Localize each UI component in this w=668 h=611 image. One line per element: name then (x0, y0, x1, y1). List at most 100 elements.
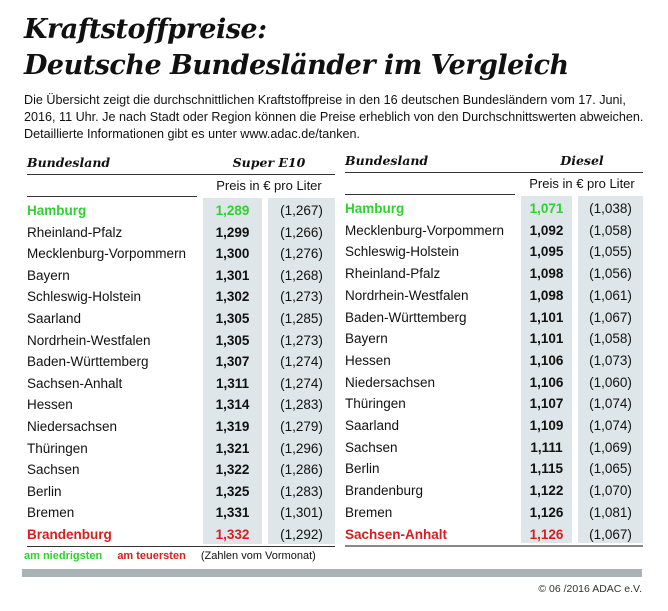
price-value: 1,122 (529, 483, 564, 499)
table-row: Mecklenburg-Vorpommern 1,300 (1,276) (27, 243, 335, 264)
previous-month-price: (1,061) (589, 287, 632, 303)
price-value: 1,071 (529, 201, 564, 216)
price-value: 1,289 (215, 203, 250, 218)
previous-month-price: (1,070) (589, 483, 632, 499)
previous-month-price: (1,296) (280, 440, 323, 456)
column-header-bundesland: Bundesland (27, 155, 111, 170)
table-row: Mecklenburg-Vorpommern 1,092 (1,058) (345, 220, 643, 241)
price-value: 1,109 (529, 418, 564, 433)
table-row: Niedersachsen 1,319 (1,279) (27, 416, 335, 437)
previous-month-price: (1,274) (280, 375, 323, 391)
subheader-rule-left (345, 194, 515, 195)
table-row: Hessen 1,314 (1,283) (27, 394, 335, 415)
legend-lowest: am niedrigsten (24, 550, 103, 562)
state-name: Brandenburg (27, 527, 112, 542)
price-value: 1,319 (215, 419, 250, 434)
state-name: Hamburg (27, 203, 87, 218)
previous-month-price: (1,055) (589, 244, 632, 260)
legend-highest: am teuersten (117, 550, 186, 562)
unit-label: Preis in € pro Liter (529, 176, 635, 191)
state-name: Sachsen (345, 439, 398, 455)
previous-month-price: (1,074) (589, 418, 632, 433)
table-row: Sachsen 1,111 (1,069) (345, 437, 643, 458)
price-value: 1,305 (215, 332, 250, 348)
previous-month-price: (1,065) (589, 461, 632, 477)
state-name: Baden-Württemberg (27, 354, 149, 370)
price-value: 1,321 (215, 440, 250, 456)
previous-month-price: (1,038) (589, 201, 632, 216)
price-value: 1,299 (215, 224, 250, 240)
state-name: Nordrhein-Westfalen (345, 287, 469, 303)
previous-month-price: (1,058) (589, 222, 632, 238)
table-row: Berlin 1,115 (1,065) (345, 458, 643, 479)
price-value: 1,332 (215, 527, 250, 542)
price-value: 1,325 (215, 483, 250, 499)
state-name: Sachsen (27, 462, 80, 478)
table-row: Hamburg 1,071 (1,038) (345, 198, 643, 219)
state-name: Thüringen (27, 440, 88, 456)
title-line-2: Deutsche Bundesländer im Vergleich (24, 50, 569, 81)
table-row: Sachsen-Anhalt 1,126 (1,067) (345, 524, 643, 545)
table-row: Thüringen 1,107 (1,074) (345, 393, 643, 414)
previous-month-price: (1,286) (280, 462, 323, 478)
price-value: 1,115 (529, 461, 564, 477)
price-value: 1,107 (529, 396, 564, 412)
price-value: 1,126 (529, 526, 564, 542)
previous-month-price: (1,067) (589, 309, 632, 325)
table-row: Sachsen 1,322 (1,286) (27, 459, 335, 480)
previous-month-price: (1,273) (280, 289, 323, 305)
previous-month-price: (1,285) (280, 311, 323, 326)
previous-month-price: (1,069) (589, 439, 632, 455)
table-row: Rheinland-Pfalz 1,299 (1,266) (27, 222, 335, 243)
state-name: Hamburg (345, 201, 405, 216)
state-name: Brandenburg (345, 483, 424, 499)
state-name: Mecklenburg-Vorpommern (345, 222, 505, 238)
state-name: Hessen (27, 397, 73, 413)
legend: am niedrigsten am teuersten (Zahlen vom … (24, 550, 328, 562)
table-row: Schleswig-Holstein 1,095 (1,055) (345, 241, 643, 262)
price-value: 1,302 (215, 289, 250, 305)
price-value: 1,092 (529, 222, 564, 238)
state-name: Saarland (27, 311, 82, 326)
price-value: 1,101 (529, 331, 564, 347)
table-row: Sachsen-Anhalt 1,311 (1,274) (27, 373, 335, 394)
previous-month-price: (1,274) (280, 354, 323, 370)
table-row: Bayern 1,101 (1,058) (345, 328, 643, 349)
table-row: Hessen 1,106 (1,073) (345, 350, 643, 371)
table-row: Niedersachsen 1,106 (1,060) (345, 372, 643, 393)
previous-month-price: (1,283) (280, 397, 323, 413)
price-value: 1,095 (529, 244, 564, 260)
previous-month-price: (1,279) (280, 419, 323, 434)
previous-month-price: (1,074) (589, 396, 632, 412)
state-name: Niedersachsen (27, 419, 118, 434)
header-rule (27, 174, 335, 175)
price-value: 1,331 (215, 505, 250, 521)
state-name: Bremen (345, 504, 393, 520)
price-value: 1,300 (215, 246, 250, 262)
table-row: Saarland 1,305 (1,285) (27, 308, 335, 329)
table-row: Baden-Württemberg 1,101 (1,067) (345, 307, 643, 328)
state-name: Niedersachsen (345, 374, 436, 390)
previous-month-price: (1,292) (280, 527, 323, 542)
price-column-bg (521, 196, 572, 544)
table-row: Hamburg 1,289 (1,267) (27, 200, 335, 221)
price-value: 1,322 (215, 462, 250, 478)
table-row: Brandenburg 1,332 (1,292) (27, 524, 335, 545)
title-line-1: Kraftstoffpreise: (24, 14, 267, 45)
legend-note: (Zahlen vom Vormonat) (200, 550, 316, 562)
previous-month-price: (1,283) (280, 483, 323, 499)
price-value: 1,314 (215, 397, 250, 413)
price-value: 1,305 (215, 311, 250, 326)
price-value: 1,111 (530, 439, 563, 455)
bottom-rule (27, 545, 335, 547)
table-row: Rheinland-Pfalz 1,098 (1,056) (345, 263, 643, 284)
previous-month-price: (1,267) (280, 203, 323, 218)
table-row: Thüringen 1,321 (1,296) (27, 438, 335, 459)
previous-month-price: (1,273) (280, 332, 323, 348)
price-value: 1,098 (529, 266, 564, 282)
column-header-fuel: Super E10 (232, 155, 306, 170)
table-row: Bayern 1,301 (1,268) (27, 265, 335, 286)
state-name: Nordrhein-Westfalen (27, 332, 151, 348)
previous-month-price: (1,073) (589, 352, 632, 368)
previous-month-price: (1,081) (589, 504, 632, 520)
